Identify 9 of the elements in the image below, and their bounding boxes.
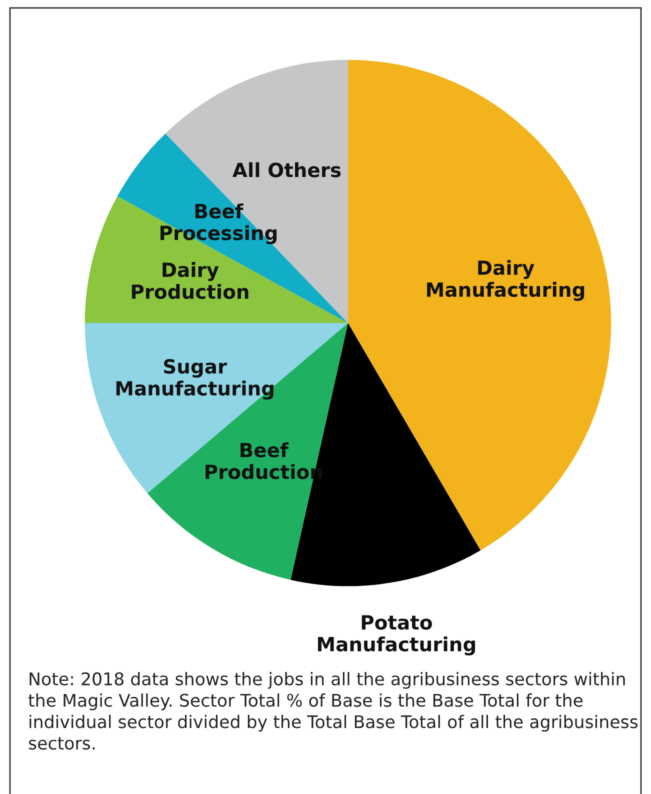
pie-slice (84, 196, 348, 323)
pie-slice (348, 60, 612, 550)
slice-label: Dairy Manufacturing (427, 260, 584, 301)
slice-label: Dairy Production (132, 262, 248, 300)
slice-label: All Others (232, 162, 341, 178)
pie-slice (117, 133, 348, 323)
text: Note: 2018 data shows the jobs in all the agribusiness sectors within the Magic Valley. Sector Total % of Base is the Base Total for the individual sector divided by the Total Base Total of all the agribusiness sectors. (28, 672, 638, 750)
slice-label: Potato Manufacturing (318, 615, 475, 656)
pie-slice (84, 323, 348, 494)
